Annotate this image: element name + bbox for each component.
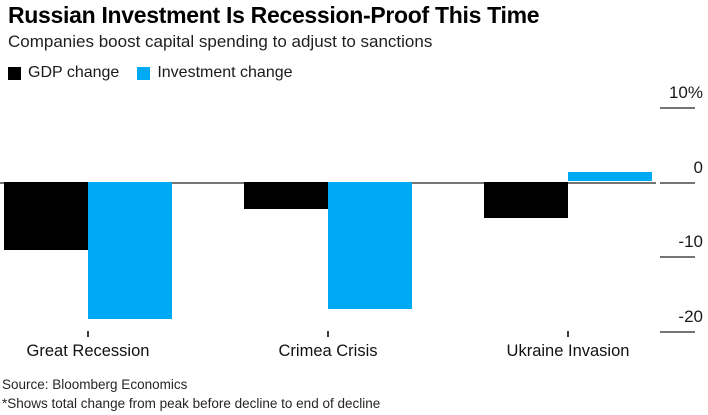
gdp-change-swatch-icon xyxy=(8,66,21,80)
legend-label-gdp-change: GDP change xyxy=(28,64,120,81)
x-axis-category-label: Ukraine Invasion xyxy=(506,342,630,360)
legend-item-gdp-change: GDP change xyxy=(8,64,119,82)
chart-subtitle: Companies boost capital spending to adju… xyxy=(8,32,433,51)
y-axis-tick-label: -10 xyxy=(678,232,703,251)
legend-label-investment-change: Investment change xyxy=(157,64,293,81)
y-axis-tick xyxy=(660,330,695,333)
bar-investment-change-great-recession xyxy=(88,181,172,319)
source-text: Source: Bloomberg Economics xyxy=(2,377,188,392)
bar-gdp-change-ukraine-invasion xyxy=(484,181,568,219)
y-axis-tick xyxy=(660,181,695,184)
footnote-text: *Shows total change from peak before dec… xyxy=(2,396,381,411)
y-axis-tick-label: -20 xyxy=(678,306,703,326)
y-axis-tick-label: 0 xyxy=(693,157,703,177)
bar-gdp-change-crimea-crisis xyxy=(244,181,328,210)
bar-chart-plot-area: 10% 0 -10 -20 Great Recession Crimea Crisis Uk… xyxy=(0,83,708,377)
y-axis-tick xyxy=(660,107,695,109)
x-axis-category-label: Great Recession xyxy=(26,342,150,360)
x-axis-tick xyxy=(567,331,569,337)
bar-investment-change-crimea-crisis xyxy=(328,181,412,310)
chart-footer: Source: Bloomberg Economics *Shows total… xyxy=(2,375,380,413)
investment-change-swatch-icon xyxy=(137,66,151,80)
bar-investment-change-ukraine-invasion xyxy=(568,171,652,182)
legend-item-investment-change: Investment change xyxy=(137,64,293,82)
y-axis-tick-label: 10% xyxy=(668,83,703,102)
y-axis-tick xyxy=(660,256,695,258)
bar-gdp-change-great-recession xyxy=(4,181,88,251)
chart-title: Russian Investment Is Recession-Proof Th… xyxy=(8,2,540,28)
x-axis-tick xyxy=(87,331,89,337)
x-axis-tick xyxy=(327,331,329,337)
x-axis-category-label: Crimea Crisis xyxy=(278,342,378,360)
chart-legend: GDP change Investment change xyxy=(8,64,293,82)
